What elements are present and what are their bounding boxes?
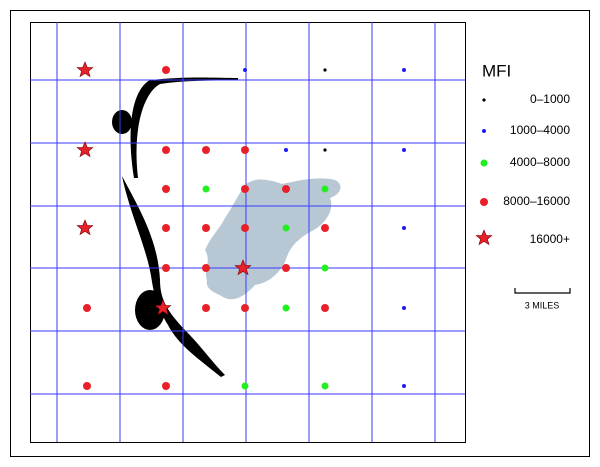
site-marker	[76, 61, 94, 77]
legend-marker	[475, 229, 493, 245]
scale-label: 3 MILES	[525, 300, 560, 310]
site-marker	[162, 264, 170, 272]
site-marker	[162, 146, 170, 154]
river-basin	[112, 110, 132, 134]
site-marker	[321, 264, 329, 272]
site-marker	[162, 224, 170, 232]
legend-label: 4000–8000	[510, 155, 570, 169]
site-marker	[282, 304, 290, 312]
river	[122, 176, 225, 377]
map-frame	[30, 22, 466, 443]
site-marker	[323, 148, 327, 152]
site-marker	[76, 219, 94, 235]
legend-label: 16000+	[530, 232, 570, 246]
site-marker	[241, 146, 249, 154]
sites	[76, 61, 406, 390]
legend-marker	[480, 198, 488, 206]
site-marker	[202, 224, 210, 232]
scale-bar: 3 MILES	[514, 288, 571, 310]
legend-marker	[482, 129, 486, 133]
site-marker	[162, 185, 170, 193]
site-marker	[282, 264, 290, 272]
river	[130, 77, 238, 178]
site-marker	[323, 68, 327, 72]
outer-border	[10, 10, 590, 457]
legend: MFI 0–1000 1000–4000 4000–8000 8000–1600…	[475, 61, 570, 246]
site-marker	[83, 304, 91, 312]
site-marker	[83, 382, 91, 390]
site-marker	[321, 304, 329, 312]
grid	[30, 22, 465, 442]
rivers	[112, 77, 238, 377]
lake	[205, 178, 341, 300]
site-marker	[402, 384, 406, 388]
site-marker	[241, 304, 249, 312]
site-marker	[284, 148, 288, 152]
site-marker	[241, 382, 249, 390]
site-marker	[402, 306, 406, 310]
site-marker	[282, 185, 290, 193]
site-marker	[243, 68, 247, 72]
site-marker	[162, 66, 170, 74]
site-marker	[202, 264, 210, 272]
legend-label: 0–1000	[530, 92, 570, 106]
legend-label: 1000–4000	[510, 123, 570, 137]
site-marker	[241, 185, 249, 193]
scale-line	[514, 288, 571, 294]
site-marker	[402, 68, 406, 72]
site-marker	[402, 148, 406, 152]
site-marker	[162, 382, 170, 390]
site-marker	[202, 304, 210, 312]
legend-marker	[480, 159, 488, 167]
legend-marker	[482, 98, 486, 102]
legend-label: 8000–16000	[503, 194, 570, 208]
site-marker	[241, 224, 249, 232]
site-marker	[202, 146, 210, 154]
site-marker	[282, 224, 290, 232]
legend-title: MFI	[482, 61, 511, 80]
site-marker	[202, 185, 210, 193]
site-marker	[402, 226, 406, 230]
river-basin	[135, 290, 165, 330]
site-marker	[321, 382, 329, 390]
site-marker	[76, 141, 94, 157]
site-marker	[321, 224, 329, 232]
site-marker	[321, 185, 329, 193]
